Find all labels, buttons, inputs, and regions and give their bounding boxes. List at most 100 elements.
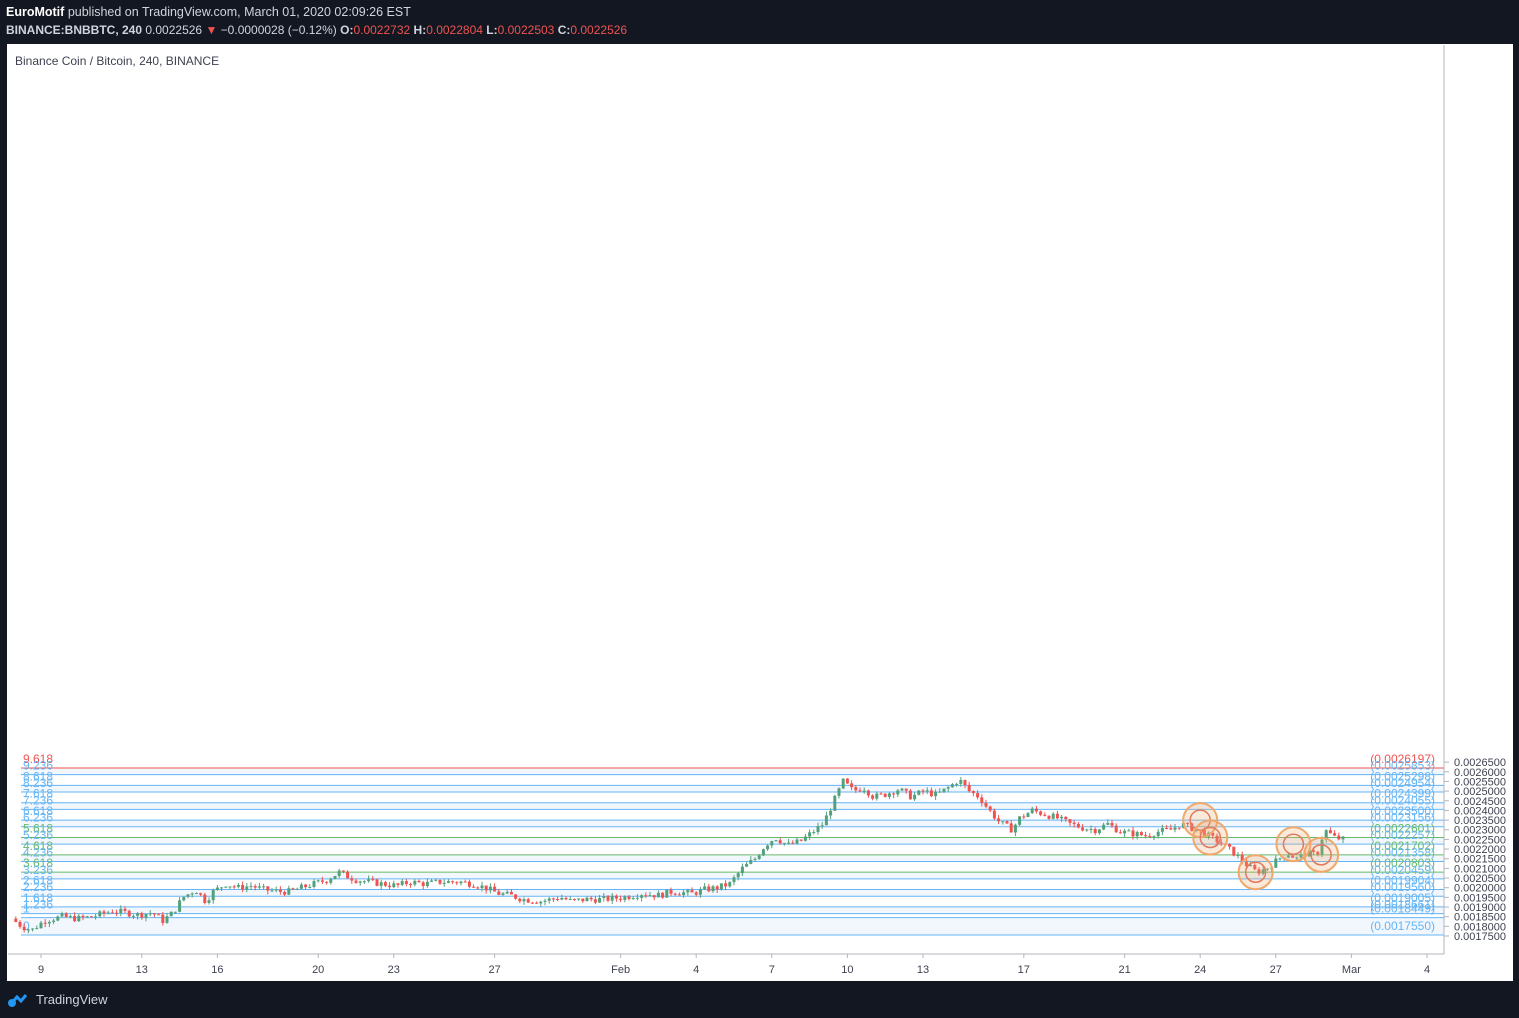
candle-body [89,916,93,918]
candle-body [803,836,807,841]
candle-body [568,899,572,901]
candle-body [1047,815,1051,819]
candle-body [967,784,971,792]
time-tick-label: 9 [38,964,44,976]
candle-body [413,880,417,885]
candle-body [938,791,942,793]
candle-body [1102,824,1106,830]
fib-price-label: (0.0021358) [1370,845,1435,859]
candle-body [1316,851,1320,855]
candle-body [887,793,891,797]
candle-body [1026,813,1030,817]
price-tick-label: 0.0020500 [1454,873,1506,885]
candle-body [1320,839,1324,855]
candle-body [1156,831,1160,837]
candle-body [102,911,106,914]
time-tick-label: 21 [1118,964,1130,976]
candle-body [304,884,308,888]
fib-price-label: (0.0023156) [1370,811,1435,825]
candle-body [648,895,652,897]
candle-body [707,886,711,892]
candle-body [572,899,576,901]
close-label: C: [557,23,571,37]
candle-body [1093,829,1097,834]
publisher-name[interactable]: EuroMotif [6,5,65,19]
fib-price-label: (0.0026197) [1370,752,1435,766]
candle-body [451,881,455,883]
candle-body [703,886,707,890]
fib-band [21,854,1444,862]
candle-body [593,899,597,903]
fib-price-label: (0.0025853) [1370,759,1435,773]
candle-body [656,892,660,898]
candle-body [266,886,270,891]
candle-body [715,886,719,890]
fib-ratio-label: 3.618 [23,856,53,870]
candle-body [1022,816,1026,818]
candle-body [682,892,686,896]
cloud-logo-icon [8,994,28,1007]
candle-body [442,882,446,884]
candle-body [270,890,274,892]
candle-body [421,882,425,887]
candle-body [522,899,526,902]
time-tick-label: 10 [841,964,853,976]
candle-body [883,793,887,797]
candle-body [1135,832,1139,837]
candle-body [623,896,627,900]
candle-body [551,898,555,900]
candle-body [52,920,56,923]
candle-body [417,880,421,883]
time-tick-label: 24 [1194,964,1206,976]
candle-body [215,887,219,890]
candle-body [77,915,81,922]
candle-body [35,928,39,930]
candle-body [232,886,236,888]
candle-body [1299,854,1303,858]
candle-body [652,895,656,898]
candle-body [375,879,379,886]
candle-body [446,881,450,883]
candle-body [564,897,568,900]
low-value: 0.0022503 [497,23,555,37]
candle-body [640,895,644,898]
candle-body [673,893,677,895]
fib-price-label: (0.0019904) [1370,874,1435,888]
candle-body [127,910,131,917]
candle-body [925,790,929,792]
down-arrow-icon: ▼ [205,23,218,37]
candle-body [1055,813,1059,819]
candle-body [1253,864,1257,870]
tradingview-logo[interactable]: TradingView [6,991,108,1007]
candle-body [278,889,282,892]
candle-body [1341,836,1345,840]
symbol-label: BINANCE:BNBBTC, 240 [6,23,143,37]
fib-price-label: (0.0024399) [1370,787,1435,801]
candle-body [1333,833,1337,836]
marker-inner-ring [1199,826,1222,849]
candle-body [921,790,925,792]
fib-band [21,913,1444,918]
candle-body [123,908,127,911]
fib-price-label: (0.0019560) [1370,880,1435,894]
candle-body [396,883,400,885]
fib-ratio-label: 0 [23,919,30,933]
candle-body [1165,828,1169,830]
fib-band [21,861,1444,873]
candle-body [299,884,303,889]
fib-band [21,896,1444,907]
candle-body [1001,821,1005,823]
price-tick-label: 0.0019000 [1454,902,1506,914]
candle-body [211,889,215,901]
candle-body [518,898,522,902]
candle-body [1144,835,1148,837]
candle-body [1307,850,1311,857]
candle-body [1194,829,1198,832]
last-price: 0.0022526 [145,23,203,37]
candle-body [799,839,803,841]
candle-body [425,881,429,887]
candle-body [157,914,161,916]
candle-body [606,896,610,901]
candle-body [1097,829,1101,834]
